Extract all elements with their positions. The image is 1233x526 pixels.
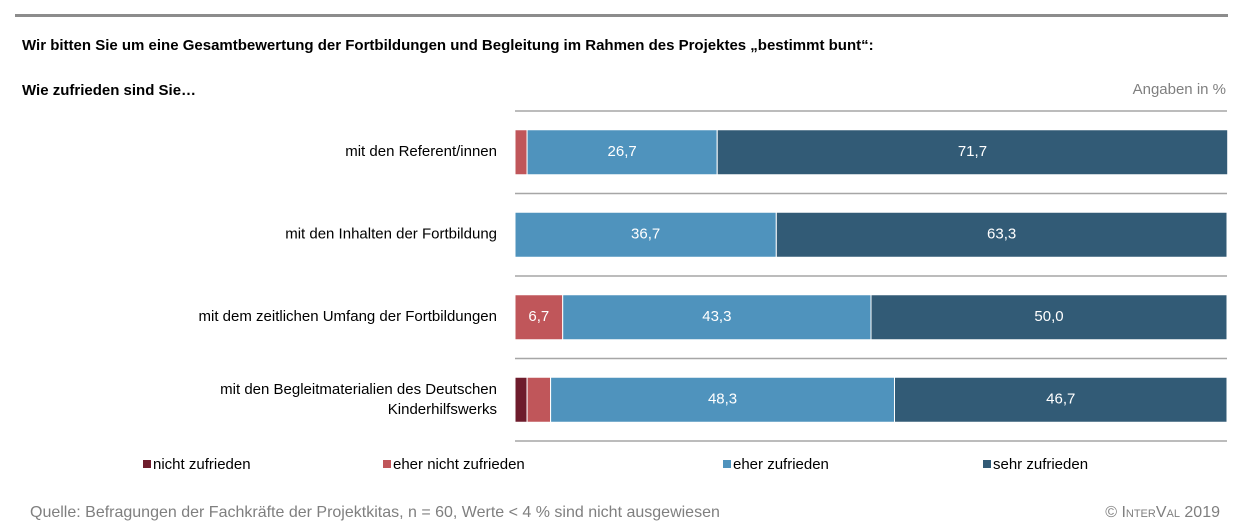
bar-segment <box>526 376 552 423</box>
legend-swatch <box>383 460 391 468</box>
category-label: mit den Inhalten der Fortbildung <box>285 226 497 243</box>
bar-segment <box>514 294 564 341</box>
bar-segment <box>514 129 528 176</box>
value-label: 50,0 <box>1034 308 1063 325</box>
bar-segment <box>775 211 1228 258</box>
bar-segment <box>870 294 1228 341</box>
value-label: 46,7 <box>1046 391 1075 408</box>
value-label: 63,3 <box>987 226 1016 243</box>
legend-label: eher nicht zufrieden <box>393 456 525 473</box>
legend-swatch <box>723 460 731 468</box>
value-label: 48,3 <box>708 391 737 408</box>
bar-segment <box>562 294 872 341</box>
bar-segment <box>514 376 528 423</box>
bar-segment <box>514 211 777 258</box>
category-label: mit den Begleitmaterialien des Deutschen… <box>220 381 497 418</box>
legend-label: eher zufrieden <box>733 456 829 473</box>
legend-label: sehr zufrieden <box>993 456 1088 473</box>
legend-swatch <box>983 460 991 468</box>
value-label: 6,7 <box>528 308 549 325</box>
source: Quelle: Befragungen der Fachkräfte der P… <box>30 504 720 521</box>
legend-label: nicht zufrieden <box>153 456 251 473</box>
bar-segment <box>526 129 718 176</box>
value-label: 36,7 <box>631 226 660 243</box>
unit-note: Angaben in % <box>1133 81 1226 98</box>
category-label: mit dem zeitlichen Umfang der Fortbildun… <box>199 308 497 325</box>
value-label: 71,7 <box>958 143 987 160</box>
chart-subtitle: Wie zufrieden sind Sie… <box>22 82 196 99</box>
category-label: mit den Referent/innen <box>345 143 497 160</box>
value-label: 26,7 <box>608 143 637 160</box>
bar-segment <box>893 376 1228 423</box>
value-label: 43,3 <box>702 308 731 325</box>
top-rule <box>15 14 1228 17</box>
copyright: © InterVal 2019 <box>1105 504 1220 521</box>
bar-segment <box>716 129 1229 176</box>
legend-swatch <box>143 460 151 468</box>
chart-title: Wir bitten Sie um eine Gesamtbewertung d… <box>22 37 874 54</box>
